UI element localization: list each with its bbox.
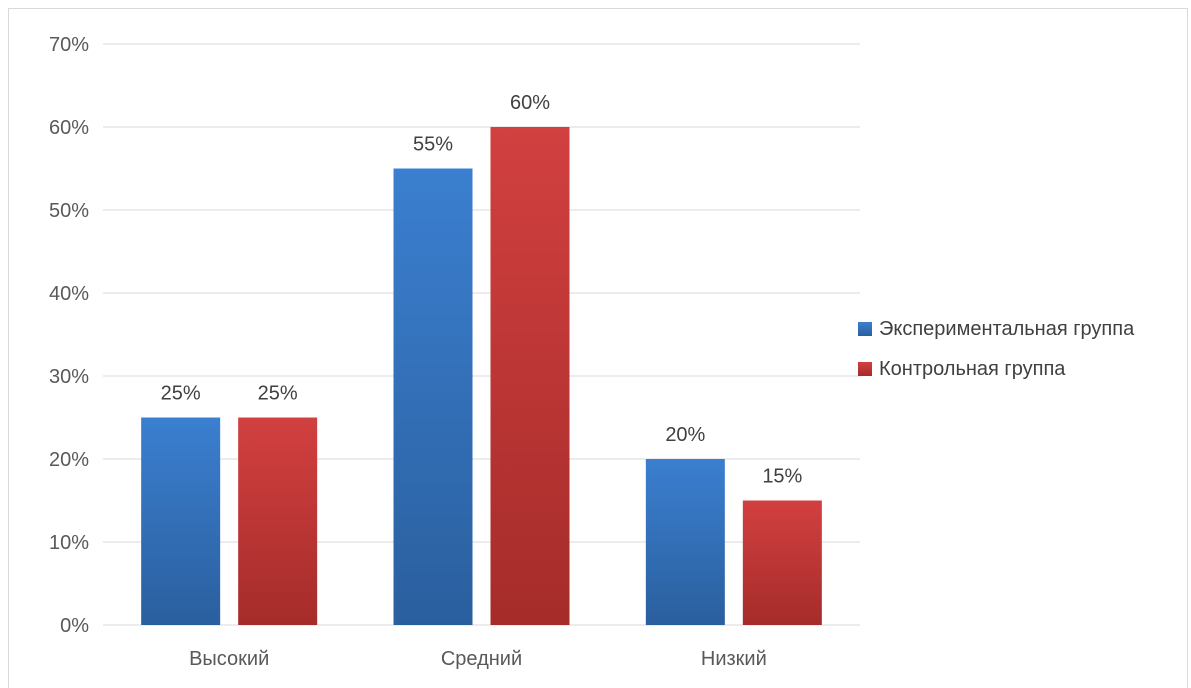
x-category-label: Низкий [701, 648, 767, 670]
data-label: 25% [258, 383, 298, 405]
y-tick-label: 50% [49, 200, 89, 222]
data-label: 25% [161, 383, 201, 405]
gridlines [103, 43, 860, 626]
legend-item-experimental: Экспериментальная группа [858, 318, 1134, 340]
bars [141, 127, 822, 625]
data-label: 60% [510, 92, 550, 114]
x-category-label: Высокий [189, 648, 269, 670]
bar-control-0 [238, 417, 318, 625]
legend-label-control: Контрольная группа [879, 357, 1066, 380]
bar-experimental-1 [393, 168, 473, 625]
legend-item-control: Контрольная группа [858, 358, 1134, 380]
y-tick-label: 70% [49, 34, 89, 56]
legend-swatch-experimental [858, 322, 872, 336]
y-tick-label: 60% [49, 117, 89, 139]
y-tick-label: 0% [60, 615, 89, 637]
data-labels: 25% 25% 55% 60% 20% 15% [161, 92, 803, 488]
y-tick-label: 40% [49, 283, 89, 305]
bar-experimental-2 [645, 459, 725, 625]
bar-experimental-0 [141, 417, 221, 625]
y-tick-label: 20% [49, 449, 89, 471]
chart-frame [8, 8, 1188, 688]
legend-swatch-control [858, 362, 872, 376]
data-label: 15% [762, 466, 802, 488]
x-category-label: Средний [441, 648, 522, 670]
legend-label-experimental: Экспериментальная группа [879, 317, 1135, 340]
legend: Экспериментальная группа Контрольная гру… [858, 318, 1134, 398]
y-axis-ticks: 0% 10% 20% 30% 40% 50% 60% 70% [49, 34, 89, 637]
y-tick-label: 30% [49, 366, 89, 388]
data-label: 20% [665, 424, 705, 446]
y-tick-label: 10% [49, 532, 89, 554]
bar-control-1 [490, 127, 570, 625]
x-axis-categories: Высокий Средний Низкий [189, 648, 767, 670]
bar-control-2 [742, 500, 822, 625]
data-label: 55% [413, 134, 453, 156]
